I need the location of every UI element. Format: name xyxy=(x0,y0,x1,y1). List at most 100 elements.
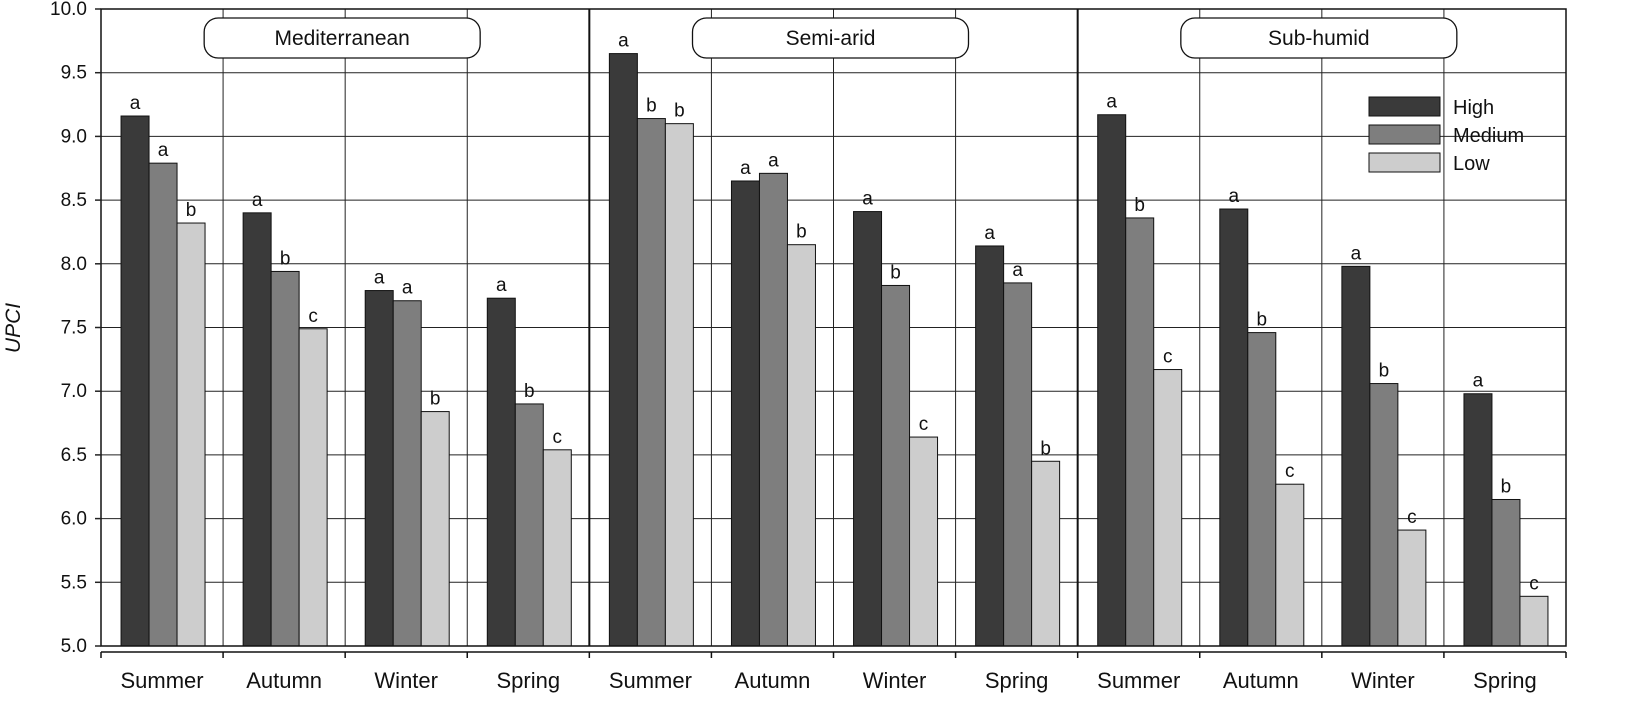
bar-mediterranean-spring-high xyxy=(486,297,516,647)
bar-semi-arid-summer-low xyxy=(664,123,694,647)
bar-semi-arid-spring-high xyxy=(975,245,1005,647)
significance-label: c xyxy=(1163,347,1173,368)
bar-semi-arid-autumn-high xyxy=(730,180,760,647)
significance-label: a xyxy=(252,190,263,211)
panel-label-mediterranean: Mediterranean xyxy=(274,27,409,50)
y-tick-label: 7.5 xyxy=(61,318,87,339)
legend-label-low: Low xyxy=(1453,153,1490,175)
bar-mediterranean-winter-low xyxy=(420,411,450,647)
significance-label: b xyxy=(186,200,197,221)
legend-label-high: High xyxy=(1453,97,1494,119)
bar-semi-arid-summer-medium xyxy=(636,118,666,647)
gridlines xyxy=(101,9,1566,646)
x-tick-label: Autumn xyxy=(1223,668,1299,693)
axes: 5.0 5.5 6.0 6.5 7.0 7.5 8.0 8.5 9.0 9.5 10.0 Summer… xyxy=(50,0,1567,693)
significance-label: a xyxy=(740,158,751,179)
bar-sub-humid-spring-medium xyxy=(1491,498,1521,647)
y-tick-label: 10.0 xyxy=(50,0,87,20)
bar-sub-humid-summer-low xyxy=(1153,369,1183,647)
significance-label: b xyxy=(1257,310,1268,331)
bar-sub-humid-winter-high xyxy=(1341,265,1371,647)
x-tick-label: Summer xyxy=(120,668,203,693)
significance-label: a xyxy=(1229,186,1240,207)
legend-label-medium: Medium xyxy=(1453,125,1524,147)
significance-label: b xyxy=(1040,438,1051,459)
significance-label: a xyxy=(618,31,629,52)
x-tick-label: Autumn xyxy=(735,668,811,693)
bar-mediterranean-summer-low xyxy=(176,222,206,647)
significance-label: c xyxy=(1407,507,1417,528)
significance-label: b xyxy=(1379,361,1390,382)
significance-label: c xyxy=(553,427,563,448)
significance-label: a xyxy=(862,189,873,210)
significance-label: a xyxy=(402,278,413,299)
y-tick-label: 6.0 xyxy=(61,509,87,530)
bars xyxy=(120,53,1549,647)
x-tick-label: Winter xyxy=(374,668,438,693)
bar-semi-arid-autumn-medium xyxy=(758,172,788,647)
bar-mediterranean-spring-low xyxy=(542,449,572,647)
y-axis-title: UPCI xyxy=(2,303,25,353)
legend: High Medium Low xyxy=(1368,96,1524,175)
x-tick-label: Autumn xyxy=(246,668,322,693)
x-tick-label: Spring xyxy=(985,668,1049,693)
significance-label: b xyxy=(280,248,291,269)
panel-label-box xyxy=(203,17,481,59)
panel-label-sub-humid: Sub-humid xyxy=(1268,27,1370,50)
bar-semi-arid-winter-low xyxy=(909,436,939,647)
significance-label: a xyxy=(1473,371,1484,392)
bar-mediterranean-spring-medium xyxy=(514,403,544,647)
significance-label: a xyxy=(1012,260,1023,281)
significance-label: b xyxy=(1134,195,1145,216)
significance-label: a xyxy=(374,268,385,289)
y-tick-label: 5.0 xyxy=(61,636,87,657)
bar-sub-humid-winter-low xyxy=(1397,529,1427,647)
bar-sub-humid-winter-medium xyxy=(1369,383,1399,647)
legend-swatch-medium xyxy=(1368,124,1441,145)
significance-label: b xyxy=(674,101,685,122)
bar-mediterranean-winter-high xyxy=(364,290,394,647)
bar-sub-humid-autumn-low xyxy=(1275,483,1305,647)
bar-mediterranean-summer-medium xyxy=(148,162,178,647)
y-tick-label: 5.5 xyxy=(61,572,87,593)
significance-label: a xyxy=(496,275,507,296)
significance-label: a xyxy=(158,140,169,161)
bar-sub-humid-spring-high xyxy=(1463,393,1493,647)
x-tick-label: Spring xyxy=(1473,668,1537,693)
legend-swatch-high xyxy=(1368,96,1441,117)
bar-sub-humid-autumn-high xyxy=(1219,208,1249,647)
x-tick-label: Spring xyxy=(496,668,560,693)
bar-mediterranean-autumn-medium xyxy=(270,270,300,647)
bar-mediterranean-winter-medium xyxy=(392,300,422,647)
significance-label: a xyxy=(768,150,779,171)
panel-labels: Mediterranean Semi-arid Sub-humid xyxy=(203,17,1458,59)
x-tick-label: Winter xyxy=(1351,668,1415,693)
panel-label-box xyxy=(691,17,970,59)
panel-label-box xyxy=(1180,17,1458,59)
bar-sub-humid-summer-high xyxy=(1097,114,1127,647)
y-tick-label: 8.0 xyxy=(61,254,87,275)
significance-label: c xyxy=(919,414,929,435)
significance-label: b xyxy=(646,96,657,117)
significance-label: a xyxy=(984,223,995,244)
significance-label: a xyxy=(130,93,141,114)
panel-label-semi-arid: Semi-arid xyxy=(786,27,876,50)
x-tick-label: Summer xyxy=(609,668,692,693)
legend-swatch-low xyxy=(1368,152,1441,173)
significance-label: b xyxy=(430,389,441,410)
y-tick-label: 7.0 xyxy=(61,381,87,402)
significance-label: b xyxy=(890,262,901,283)
significance-label: a xyxy=(1106,92,1117,113)
x-tick-label: Winter xyxy=(863,668,927,693)
significance-label: c xyxy=(308,306,318,327)
significance-label: b xyxy=(796,222,807,243)
bar-semi-arid-autumn-low xyxy=(786,244,816,647)
bar-mediterranean-autumn-high xyxy=(242,212,272,647)
y-tick-label: 8.5 xyxy=(61,190,87,211)
bar-mediterranean-autumn-low xyxy=(298,328,328,647)
bar-sub-humid-autumn-medium xyxy=(1247,332,1277,647)
y-tick-label: 9.0 xyxy=(61,126,87,147)
y-tick-label: 9.5 xyxy=(61,63,87,84)
bar-sub-humid-summer-medium xyxy=(1125,217,1155,647)
